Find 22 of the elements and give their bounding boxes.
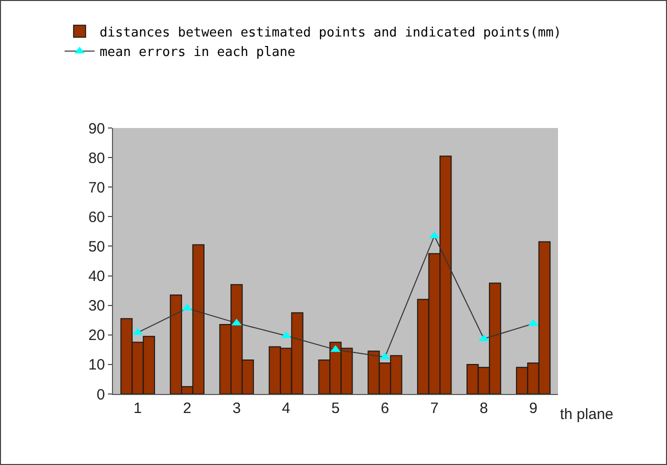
- x-tick-label: 2: [183, 400, 192, 417]
- x-tick-label: 3: [232, 400, 241, 417]
- x-tick-label: 4: [282, 400, 290, 417]
- y-tick-label: 30: [88, 298, 105, 315]
- y-tick-label: 60: [88, 208, 105, 226]
- x-tick-label: 8: [480, 400, 488, 417]
- y-tick-label: 80: [88, 150, 105, 167]
- legend-label: distances between estimated points and indicated points(mm): [100, 25, 562, 40]
- x-tick-label: 7: [430, 400, 439, 417]
- x-tick-label: 1: [134, 400, 142, 417]
- x-axis-title: th plane: [560, 406, 614, 423]
- y-tick-label: 20: [88, 327, 105, 344]
- x-tick-label: 6: [380, 400, 390, 417]
- x-tick-label: 5: [331, 400, 340, 417]
- y-tick-label: 0: [96, 386, 105, 404]
- x-tick-label: 9: [529, 400, 538, 417]
- legend-label: mean errors in each plane: [100, 45, 296, 60]
- y-tick-label: 90: [88, 120, 105, 138]
- y-tick-label: 70: [88, 179, 105, 196]
- y-tick-label: 50: [88, 238, 105, 256]
- y-tick-label: 10: [88, 356, 105, 374]
- y-tick-label: 40: [88, 268, 105, 286]
